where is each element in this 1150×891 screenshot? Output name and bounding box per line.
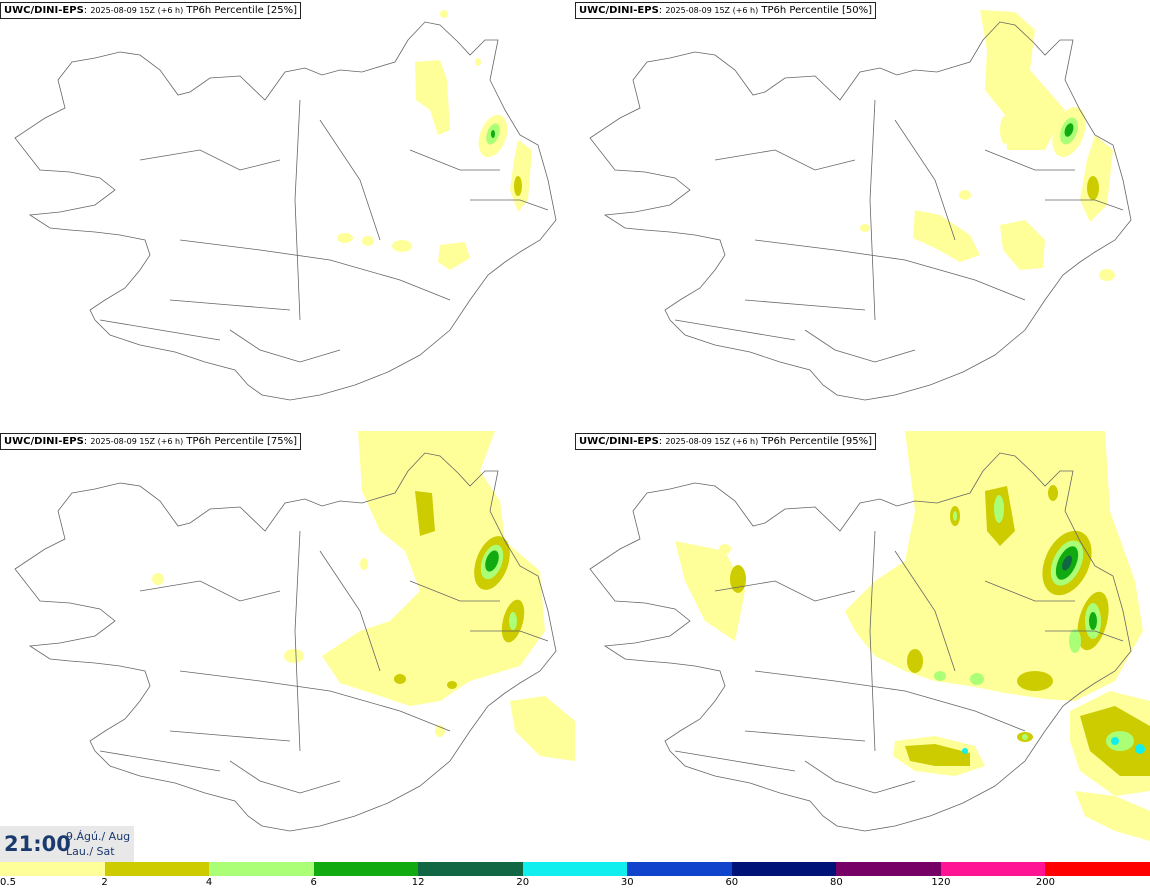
model-name: UWC/DINI-EPS (579, 436, 659, 447)
colorbar-tick-label: 120 (931, 877, 951, 888)
map-panel-p25: UWC/DINI-EPS: 2025-08-09 15Z (+6 h) TP6h… (0, 0, 575, 430)
colorbar-tick-label: 0.5 (0, 877, 16, 888)
run-time: 2025-08-09 15Z (+6 h) (90, 437, 184, 446)
model-name: UWC/DINI-EPS (579, 5, 659, 16)
coastline (589, 21, 1132, 401)
panel-title: UWC/DINI-EPS: 2025-08-09 15Z (+6 h) TP6h… (575, 433, 876, 450)
precip-overlay (337, 10, 532, 270)
panel-title: UWC/DINI-EPS: 2025-08-09 15Z (+6 h) TP6h… (0, 2, 301, 19)
precip-colorbar: 0.5 2 4 6 12 20 30 60 80 120 200 (0, 862, 1150, 891)
precip-overlay (152, 431, 575, 761)
colorbar-segment (1045, 862, 1150, 876)
coastline (589, 452, 1132, 832)
precip-map (589, 10, 1132, 401)
run-time: 2025-08-09 15Z (+6 h) (665, 437, 759, 446)
colorbar-segment (836, 862, 942, 876)
colorbar-segment (418, 862, 524, 876)
colorbar-segment (940, 862, 1046, 876)
precip-map (14, 431, 575, 832)
colorbar-segment (522, 862, 628, 876)
coastline (14, 21, 557, 401)
colorbar-tick-label: 2 (101, 877, 108, 888)
map-panel-p95: UWC/DINI-EPS: 2025-08-09 15Z (+6 h) TP6h… (575, 431, 1150, 861)
colorbar-segment (0, 862, 105, 876)
colorbar-segment (209, 862, 315, 876)
run-time: 2025-08-09 15Z (+6 h) (665, 6, 759, 15)
colorbar-tick-label: 30 (620, 877, 634, 888)
colorbar-tick-label: 6 (310, 877, 317, 888)
run-time: 2025-08-09 15Z (+6 h) (90, 6, 184, 15)
product-name: TP6h Percentile [75%] (186, 436, 297, 447)
precip-overlay (860, 10, 1115, 281)
colorbar-tick-label: 20 (516, 877, 530, 888)
precip-map (589, 431, 1150, 841)
valid-day: Lau./ Sat (66, 845, 115, 858)
panel-title: UWC/DINI-EPS: 2025-08-09 15Z (+6 h) TP6h… (0, 433, 301, 450)
coastline (14, 452, 557, 832)
valid-hour: 21:00 (4, 832, 71, 856)
product-name: TP6h Percentile [95%] (761, 436, 872, 447)
colorbar-segment (731, 862, 837, 876)
product-name: TP6h Percentile [25%] (186, 5, 297, 16)
precip-map (14, 10, 557, 401)
colorbar-segment (313, 862, 419, 876)
colorbar-segment (104, 862, 210, 876)
colorbar-tick-label: 80 (829, 877, 843, 888)
map-panel-p50: UWC/DINI-EPS: 2025-08-09 15Z (+6 h) TP6h… (575, 0, 1150, 430)
colorbar-tick-label: 200 (1035, 877, 1055, 888)
colorbar-tick-label: 60 (725, 877, 739, 888)
model-name: UWC/DINI-EPS (4, 436, 84, 447)
valid-time-box: 21:00 9.Ágú./ Aug Lau./ Sat (0, 826, 134, 862)
product-name: TP6h Percentile [50%] (761, 5, 872, 16)
map-panel-p75: UWC/DINI-EPS: 2025-08-09 15Z (+6 h) TP6h… (0, 431, 575, 861)
colorbar-tick-label: 4 (205, 877, 213, 888)
precip-overlay (675, 431, 1150, 841)
valid-date: 9.Ágú./ Aug (66, 830, 131, 843)
model-name: UWC/DINI-EPS (4, 5, 84, 16)
colorbar-tick-label: 12 (411, 877, 425, 888)
panel-title: UWC/DINI-EPS: 2025-08-09 15Z (+6 h) TP6h… (575, 2, 876, 19)
colorbar-segment (627, 862, 733, 876)
